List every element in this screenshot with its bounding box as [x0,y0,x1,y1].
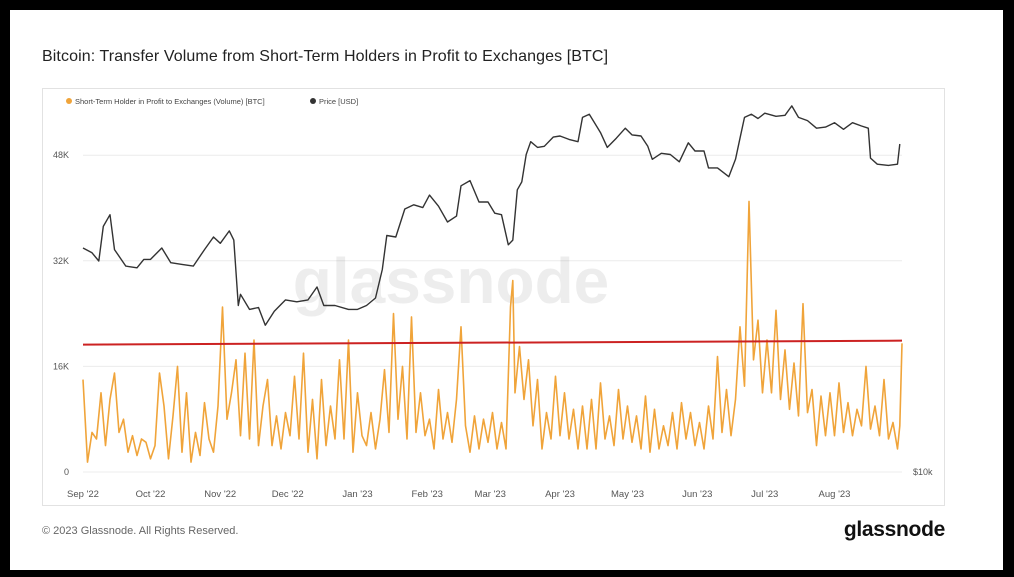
x-tick-label: Apr '23 [545,489,575,500]
x-tick-label: Sep '22 [67,489,99,500]
chart-svg: glassnode Short-Term Holder in Profit to… [53,97,933,500]
chart-card: Bitcoin: Transfer Volume from Short-Term… [10,10,1003,570]
legend: Short-Term Holder in Profit to Exchanges… [66,97,358,106]
x-tick-label: Oct '22 [136,489,166,500]
x-tick-label: Jul '23 [751,489,778,500]
x-tick-label: Jun '23 [682,489,712,500]
legend-volume-swatch [66,98,72,104]
price-series-line [82,105,901,326]
y-tick-label: 16K [53,361,69,371]
y-tick-label: 0 [64,467,69,477]
y-axis-right: $10k [913,467,933,477]
x-tick-label: Feb '23 [412,489,443,500]
x-tick-label: Mar '23 [475,489,506,500]
threshold-line [82,339,903,346]
chart-title: Bitcoin: Transfer Volume from Short-Term… [42,48,609,65]
y-right-tick-label: $10k [913,467,933,477]
y-tick-label: 32K [53,256,69,266]
x-tick-label: Nov '22 [204,489,236,500]
x-tick-label: Aug '23 [819,489,851,500]
legend-price-swatch [310,98,316,104]
x-tick-label: Jan '23 [342,489,372,500]
y-tick-label: 48K [53,150,69,160]
plot-frame: glassnode Short-Term Holder in Profit to… [42,88,945,506]
y-axis-left: 0 16K 32K 48K [53,150,69,477]
x-tick-label: May '23 [611,489,644,500]
x-axis: Sep '22 Oct '22 Nov '22 Dec '22 Jan '23 Feb '… [67,489,850,500]
watermark: glassnode [293,245,610,317]
volume-series-line [82,200,903,463]
legend-price-label: Price [USD] [319,97,358,106]
x-tick-label: Dec '22 [272,489,304,500]
brand-logo: glassnode [843,518,945,541]
legend-volume-label: Short-Term Holder in Profit to Exchanges… [75,97,265,106]
copyright-footer: © 2023 Glassnode. All Rights Reserved. [42,525,239,537]
